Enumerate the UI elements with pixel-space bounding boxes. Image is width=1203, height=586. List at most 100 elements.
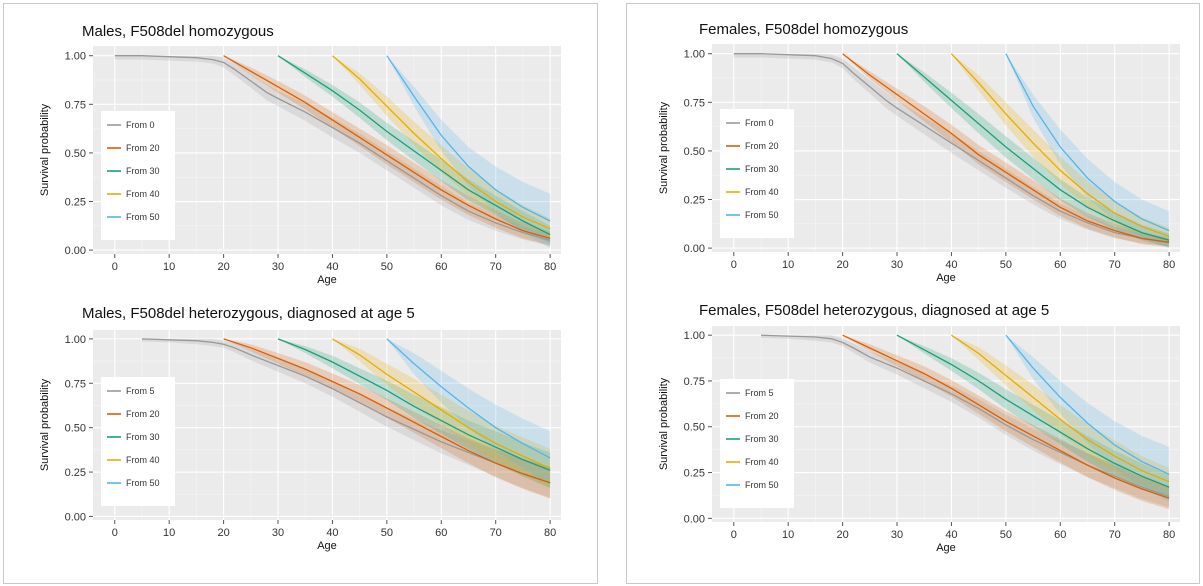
legend-box: [101, 111, 175, 240]
legend-label: From 0: [126, 120, 155, 130]
x-tick-label: 70: [490, 527, 502, 539]
legend-label: From 50: [126, 212, 160, 222]
legend-label: From 20: [745, 141, 779, 151]
legend-label: From 0: [745, 118, 774, 128]
series-line-from-30: [277, 338, 551, 471]
y-tick-label: 1.00: [684, 49, 705, 61]
legend-box: [720, 109, 794, 238]
series-line-from-0: [114, 55, 551, 242]
x-tick-label: 40: [945, 529, 957, 541]
legend-box: [720, 379, 794, 508]
x-tick-label: 80: [544, 261, 556, 273]
x-tick-label: 50: [381, 527, 393, 539]
x-tick-label: 10: [782, 529, 794, 541]
x-tick-label: 50: [381, 261, 393, 273]
legend-label: From 20: [745, 411, 779, 421]
x-tick-label: 70: [1109, 529, 1121, 541]
x-tick-label: 10: [163, 261, 175, 273]
legend-label: From 30: [126, 166, 160, 176]
series-band-from-20: [223, 338, 551, 499]
legend: From 5 From 20 From 30 From 40 From 50: [720, 379, 794, 508]
series-band-from-30: [897, 53, 1170, 248]
series-line-from-40: [331, 55, 551, 230]
y-tick-label: 0.25: [65, 467, 86, 479]
series-line-from-20: [223, 55, 551, 240]
x-tick-label: 0: [112, 261, 118, 273]
x-tick-label: 60: [435, 261, 447, 273]
series-line-from-50: [1005, 334, 1170, 475]
series-band-from-0: [114, 55, 551, 247]
legend-label: From 5: [745, 388, 774, 398]
series-band-from-0: [733, 53, 1170, 247]
x-tick-label: 20: [836, 259, 848, 271]
y-tick-label: 1.00: [65, 334, 86, 346]
x-tick-label: 50: [1000, 529, 1012, 541]
legend-label: From 5: [126, 386, 155, 396]
series-band-from-30: [278, 55, 551, 244]
series-band-from-50: [1005, 335, 1170, 502]
y-axis-label: Survival probability: [658, 377, 670, 470]
x-tick-label: 70: [1109, 259, 1121, 271]
x-tick-label: 80: [544, 527, 556, 539]
x-tick-label: 20: [217, 261, 229, 273]
series-line-from-30: [277, 55, 551, 236]
chart-title: Males, F508del heterozygous, diagnosed a…: [82, 305, 415, 322]
legend: From 5 From 20 From 30 From 40 From 50: [101, 377, 175, 506]
legend-label: From 40: [126, 189, 160, 199]
y-tick-label: 0.50: [65, 148, 86, 160]
x-tick-label: 0: [731, 529, 737, 541]
legend-label: From 30: [126, 432, 160, 442]
x-tick-label: 40: [326, 527, 338, 539]
series-band-from-50: [1005, 53, 1170, 249]
x-tick-label: 60: [1054, 529, 1066, 541]
series-line-from-50: [386, 338, 551, 459]
y-tick-label: 0.00: [65, 511, 86, 523]
y-tick-label: 0.25: [684, 195, 705, 207]
y-tick-label: 0.50: [65, 423, 86, 435]
chart-2: Males, F508del heterozygous, diagnosed a…: [39, 305, 561, 552]
series-band-from-40: [332, 338, 551, 488]
x-tick-label: 0: [731, 259, 737, 271]
series-line-from-50: [1005, 53, 1170, 232]
y-tick-label: 1.00: [65, 51, 86, 63]
x-axis-label: Age: [936, 542, 956, 554]
x-tick-label: 60: [435, 527, 447, 539]
x-tick-label: 70: [490, 261, 502, 273]
legend: From 0 From 20 From 30 From 40 From 50: [101, 111, 175, 240]
y-tick-label: 0.00: [684, 513, 705, 525]
legend-label: From 40: [126, 455, 160, 465]
y-tick-label: 0.75: [684, 97, 705, 109]
chart-3: Females, F508del homozygous 0 10 20 30 40 50 60…: [658, 21, 1180, 284]
chart-title: Females, F508del homozygous: [699, 21, 908, 38]
y-axis-label: Survival probability: [658, 101, 670, 194]
y-tick-label: 0.75: [684, 376, 705, 388]
legend-label: From 20: [126, 409, 160, 419]
legend: From 0 From 20 From 30 From 40 From 50: [720, 109, 794, 238]
x-axis-label: Age: [317, 540, 337, 552]
legend-label: From 30: [745, 434, 779, 444]
y-tick-label: 0.75: [65, 378, 86, 390]
legend-label: From 50: [745, 480, 779, 490]
y-axis-label: Survival probability: [39, 103, 51, 196]
y-tick-label: 0.00: [65, 245, 86, 257]
y-tick-label: 0.75: [65, 99, 86, 111]
legend-label: From 20: [126, 143, 160, 153]
x-tick-label: 30: [272, 527, 284, 539]
series-band-from-50: [386, 55, 551, 249]
x-axis-label: Age: [317, 274, 337, 286]
legend-label: From 50: [745, 210, 779, 220]
series-line-from-30: [896, 334, 1170, 488]
x-tick-label: 80: [1163, 529, 1175, 541]
x-tick-label: 10: [782, 259, 794, 271]
y-tick-label: 0.25: [684, 468, 705, 480]
series-line-from-5: [141, 338, 551, 484]
chart-1: Males, F508del homozygous 0 10 20 30 40 50 60 70…: [39, 23, 561, 286]
chart-4: Females, F508del heterozygous, diagnosed…: [658, 302, 1180, 554]
series-band-from-5: [142, 338, 551, 498]
x-tick-label: 30: [891, 529, 903, 541]
y-tick-label: 0.25: [65, 197, 86, 209]
chart-title: Males, F508del homozygous: [82, 23, 274, 40]
legend-box: [101, 377, 175, 506]
legend-label: From 40: [745, 457, 779, 467]
y-tick-label: 0.00: [684, 243, 705, 255]
